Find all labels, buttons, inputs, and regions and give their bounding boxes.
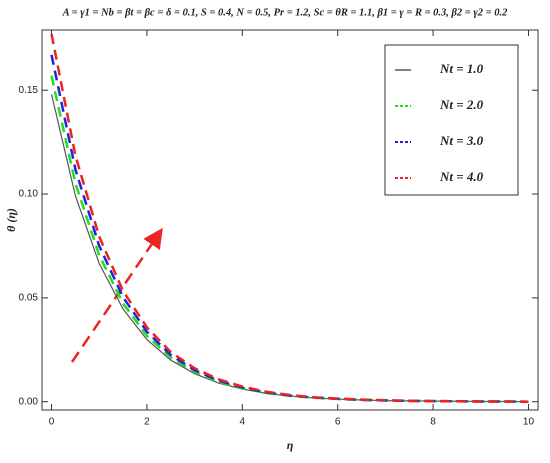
- legend-label: Nt = 1.0: [439, 61, 484, 76]
- y-tick-label: 0.05: [19, 293, 39, 304]
- data-line: [50, 33, 529, 403]
- legend-label: Nt = 3.0: [439, 133, 484, 148]
- x-tick-label: 2: [144, 417, 150, 428]
- y-tick-label: 0.15: [19, 85, 39, 96]
- legend-label: Nt = 4.0: [439, 169, 484, 184]
- x-tick-label: 4: [240, 417, 246, 428]
- x-tick-label: 10: [523, 417, 535, 428]
- x-tick-label: 0: [49, 417, 55, 428]
- y-axis-label: θ (η): [4, 208, 18, 232]
- chart-title: A = γ1 = Nb = βt = βc = δ = 0.1, S = 0.4…: [62, 7, 509, 18]
- y-tick-label: 0.10: [19, 189, 39, 200]
- legend-label: Nt = 2.0: [439, 97, 484, 112]
- plot-frame: [41, 29, 539, 411]
- x-axis-label: η: [287, 438, 294, 452]
- y-tick-label: 0.00: [19, 396, 39, 407]
- x-tick-label: 6: [335, 417, 341, 428]
- trend-arrow: [70, 227, 163, 363]
- x-tick-label: 8: [430, 417, 436, 428]
